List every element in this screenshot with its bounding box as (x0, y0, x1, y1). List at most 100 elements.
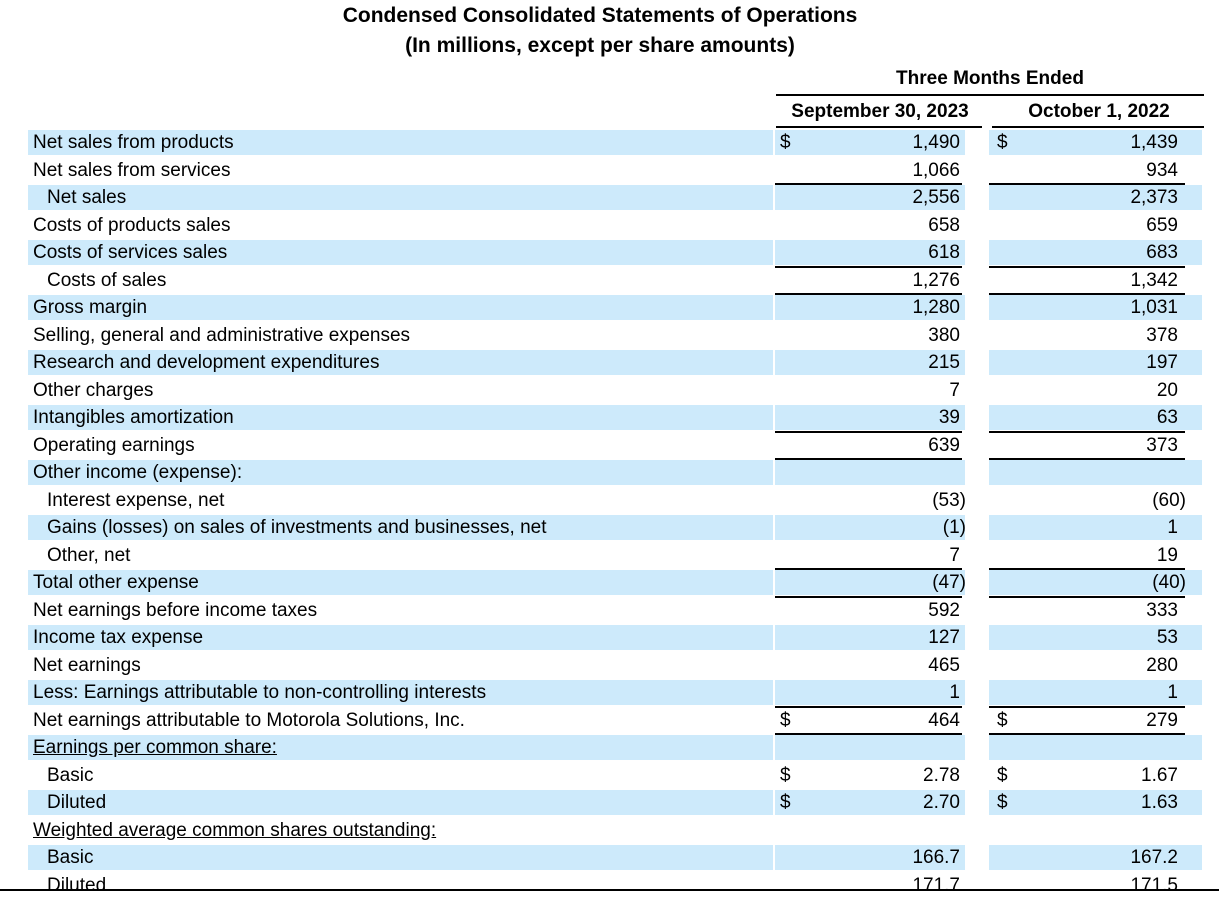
table-row: Costs of sales 1,276 1,342 (0, 267, 1219, 294)
row-label: Diluted (47, 792, 107, 813)
value-2023: 7 (949, 379, 960, 401)
value-2022: 20 (1156, 379, 1178, 401)
table-row: Interest expense, net (53) (60) (0, 487, 1219, 514)
row-label: Other income (expense): (33, 462, 243, 483)
row-label: Costs of products sales (33, 214, 231, 236)
value-2023: 1,276 (912, 269, 960, 291)
value-2022: 197 (1146, 352, 1178, 373)
row-label: Weighted average common shares outstandi… (33, 819, 437, 841)
row-label: Costs of services sales (33, 242, 228, 263)
row-label: Net earnings before income taxes (33, 599, 318, 621)
table-row: Net earnings attributable to Motorola So… (0, 707, 1219, 734)
value-2022: 53 (1156, 627, 1178, 648)
table-row: Diluted $ $2.70 1.63 (0, 789, 1219, 816)
value-2022: 1.63 (1141, 792, 1178, 813)
column-header-2023: September 30, 2023 (791, 101, 969, 122)
value-2023: 1 (949, 682, 960, 703)
value-2023: 215 (928, 352, 960, 373)
row-label: Costs of sales (47, 269, 167, 291)
value-2023: 39 (938, 407, 960, 428)
column-header-2022: October 1, 2022 (1028, 101, 1170, 122)
row-label: Other, net (47, 544, 131, 566)
currency-symbol: $ (780, 132, 791, 153)
row-label: Gains (losses) on sales of investments a… (47, 517, 547, 538)
period-header: Three Months Ended (896, 68, 1084, 89)
value-2023: 166.7 (912, 847, 960, 868)
table-row: Costs of products sales 658 659 (0, 212, 1219, 239)
row-label: Other charges (33, 379, 154, 401)
value-2023: 2.70 (923, 792, 960, 813)
table-row: Less: Earnings attributable to non-contr… (0, 679, 1219, 706)
table-row: Net earnings 465 280 (0, 652, 1219, 679)
value-2023: 592 (928, 599, 960, 621)
value-2023: 380 (928, 324, 960, 346)
row-label: Basic (47, 764, 94, 786)
row-label: Selling, general and administrative expe… (33, 324, 411, 346)
currency-symbol: $ (780, 764, 791, 786)
table-row: Other income (expense): (0, 459, 1219, 486)
value-2023: 658 (928, 214, 960, 236)
table-row: Basic $ $2.78 1.67 (0, 762, 1219, 789)
value-2022: 373 (1146, 434, 1178, 456)
value-2022: 171.5 (1130, 874, 1178, 896)
row-label: Net earnings (33, 654, 141, 676)
table-row: Net sales 2,556 2,373 (0, 184, 1219, 211)
row-label: Research and development expenditures (33, 352, 380, 373)
value-2023: 1,066 (912, 159, 960, 181)
value-2022: 1,342 (1130, 269, 1178, 291)
currency-symbol: $ (997, 764, 1008, 786)
table-row: Income tax expense 127 53 (0, 624, 1219, 651)
value-2023: (1) (942, 517, 966, 538)
value-2023: 465 (928, 654, 960, 676)
table-row: Gross margin 1,280 1,031 (0, 294, 1219, 321)
row-label: Interest expense, net (47, 489, 225, 511)
value-2022: 1 (1167, 682, 1178, 703)
table-row: Other charges 7 20 (0, 377, 1219, 404)
value-2023: 2.78 (923, 764, 960, 786)
value-2022: 1,031 (1130, 297, 1178, 318)
table-row: Costs of services sales 618 683 (0, 239, 1219, 266)
row-label: Net sales (47, 187, 127, 208)
value-2022: (40) (1152, 572, 1186, 593)
value-2022: 934 (1146, 159, 1178, 181)
table-row: Basic 166.7 167.2 (0, 844, 1219, 871)
row-label: Net earnings attributable to Motorola So… (33, 709, 465, 731)
value-2022: (60) (1152, 489, 1186, 511)
value-2023: 171.7 (912, 874, 960, 896)
value-2022: 63 (1156, 407, 1178, 428)
value-2023: (47) (932, 572, 966, 593)
row-label: Basic (47, 847, 94, 868)
value-2022: 659 (1146, 214, 1178, 236)
row-label: Gross margin (33, 297, 148, 318)
table-row: Diluted 171.7 171.5 (0, 872, 1219, 899)
table-row: Other, net 7 19 (0, 542, 1219, 569)
value-2022: 1.67 (1141, 764, 1178, 786)
value-2023: 127 (928, 627, 960, 648)
value-2022: 167.2 (1130, 847, 1178, 868)
table-row: Earnings per common share: (0, 734, 1219, 761)
value-2022: 2,373 (1130, 187, 1178, 208)
currency-symbol: $ (780, 709, 791, 731)
row-label: Net sales from services (33, 159, 231, 181)
statement-subtitle: (In millions, except per share amounts) (405, 34, 795, 57)
row-label: Net sales from products (33, 132, 234, 153)
value-2022: 1 (1167, 517, 1178, 538)
value-2023: 1,490 (912, 132, 960, 153)
row-label: Income tax expense (33, 627, 204, 648)
currency-symbol: $ (997, 792, 1008, 813)
table-row: Net sales from services 1,066 934 (0, 157, 1219, 184)
value-2023: 618 (928, 242, 960, 263)
table-row: Gains (losses) on sales of investments a… (0, 514, 1219, 541)
row-label: Diluted (47, 874, 107, 896)
value-2022: 683 (1146, 242, 1178, 263)
table-row: Research and development expenditures 215… (0, 349, 1219, 376)
value-2022: 279 (1146, 709, 1178, 731)
value-2022: 19 (1156, 544, 1178, 566)
statement-title: Condensed Consolidated Statements of Ope… (342, 4, 858, 27)
value-2022: 280 (1146, 654, 1178, 676)
value-2023: 7 (949, 544, 960, 566)
currency-symbol: $ (780, 792, 791, 813)
value-2023: (53) (932, 489, 966, 511)
currency-symbol: $ (997, 709, 1008, 731)
table-row: Net earnings before income taxes 592 333 (0, 597, 1219, 624)
